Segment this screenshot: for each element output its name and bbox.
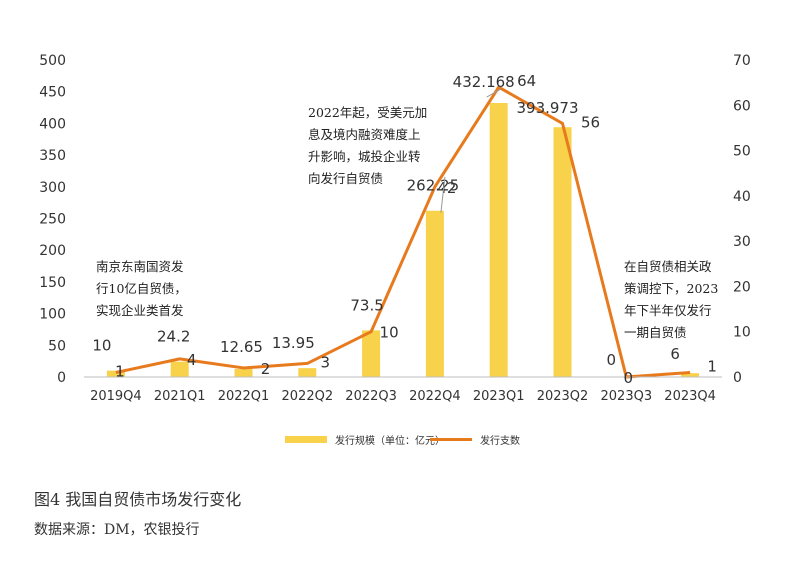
bar	[489, 103, 508, 377]
bar	[170, 361, 189, 377]
left-tick-label: 250	[39, 212, 66, 228]
bar-value-label: 10	[92, 337, 111, 355]
left-tick-label: 300	[39, 180, 66, 196]
bar-value-label: 432.168	[453, 73, 515, 91]
bar-value-label: 12.65	[220, 338, 263, 356]
bar-value-label: 6	[670, 345, 680, 363]
bar-value-label: 393.973	[516, 99, 578, 117]
right-tick-label: 70	[733, 53, 751, 69]
bar	[106, 370, 125, 377]
annotation-right: 在自贸债相关政 策调控下，2023 年下半年仅发行 一期自贸债	[624, 259, 719, 340]
legend-bar: 发行规模（单位：亿元）	[285, 432, 445, 447]
left-y-axis: 0 50 100 150 200 250 300 350 400 450 500	[39, 53, 66, 386]
line-value-label: 4	[187, 351, 197, 369]
right-tick-label: 30	[733, 234, 751, 250]
bar-value-label: 73.5	[350, 296, 383, 314]
right-tick-label: 0	[733, 370, 742, 386]
right-y-axis: 0 10 20 30 40 50 60 70	[733, 53, 751, 386]
bar	[425, 210, 444, 377]
bar-value-label: 13.95	[272, 334, 315, 352]
legend-bar-label: 发行规模（单位：亿元）	[335, 436, 445, 447]
x-tick-label: 2022Q1	[218, 389, 270, 404]
bar-value-label: 0	[607, 351, 617, 369]
right-tick-label: 50	[733, 144, 751, 160]
leader-line	[486, 88, 501, 98]
leader-line	[440, 176, 446, 213]
left-tick-label: 150	[39, 275, 66, 291]
figure-title: 图4 我国自贸债市场发行变化	[34, 490, 242, 509]
x-tick-label: 2022Q4	[409, 389, 461, 404]
line-value-label: 1	[707, 357, 717, 375]
right-tick-label: 60	[733, 98, 751, 114]
series-line	[115, 85, 691, 379]
bar-value-label: 262.25	[407, 177, 460, 195]
x-tick-label: 2023Q3	[601, 389, 653, 404]
left-tick-label: 50	[48, 338, 66, 354]
legend-line-swatch	[430, 438, 472, 441]
source-note: 数据来源：DM，农银投行	[34, 522, 200, 538]
annotation-left: 南京东南国资发 行10亿自贸债， 实现企业类首发	[96, 259, 187, 318]
line-value-label: 3	[321, 353, 331, 371]
left-tick-label: 0	[57, 370, 66, 386]
bar-value-label: 24.2	[157, 328, 190, 346]
left-tick-label: 400	[39, 116, 66, 132]
left-tick-label: 350	[39, 148, 66, 164]
right-tick-label: 40	[733, 189, 751, 205]
x-tick-label: 2023Q4	[664, 389, 716, 404]
x-tick-label: 2022Q3	[345, 389, 397, 404]
bar	[681, 373, 700, 377]
left-tick-label: 100	[39, 307, 66, 323]
left-tick-label: 500	[39, 53, 66, 69]
bar-series	[106, 103, 700, 377]
legend-line-label: 发行支数	[480, 436, 520, 447]
x-tick-label: 2022Q2	[282, 389, 334, 404]
bar	[553, 127, 572, 377]
legend-bar-swatch	[285, 436, 327, 443]
x-tick-label: 2019Q4	[90, 389, 142, 404]
left-tick-label: 450	[39, 85, 66, 101]
bar	[362, 330, 381, 377]
annotation-middle: 2022年起，受美元加 息及境内融资难度上 升影响，城投企业转 向发行自贸债	[308, 105, 428, 186]
line-value-label: 64	[517, 72, 536, 90]
right-tick-label: 20	[733, 279, 751, 295]
x-tick-label: 2023Q1	[473, 389, 525, 404]
right-tick-label: 10	[733, 325, 751, 341]
bar	[298, 368, 317, 377]
bar	[234, 368, 253, 377]
line-series	[115, 85, 691, 379]
x-axis: 2019Q4 2021Q1 2022Q1 2022Q2 2022Q3 2022Q4 2023…	[84, 376, 722, 404]
line-value-label: 10	[380, 324, 399, 342]
x-tick-label: 2023Q2	[537, 389, 589, 404]
line-value-label: 56	[581, 113, 600, 131]
left-tick-label: 200	[39, 243, 66, 259]
legend-line: 发行支数	[430, 432, 520, 447]
line-value-label: 42	[437, 179, 456, 197]
line-value-label: 1	[115, 362, 125, 380]
line-value-label: 0	[624, 369, 634, 387]
x-tick-label: 2021Q1	[154, 389, 206, 404]
line-value-label: 2	[261, 360, 271, 378]
